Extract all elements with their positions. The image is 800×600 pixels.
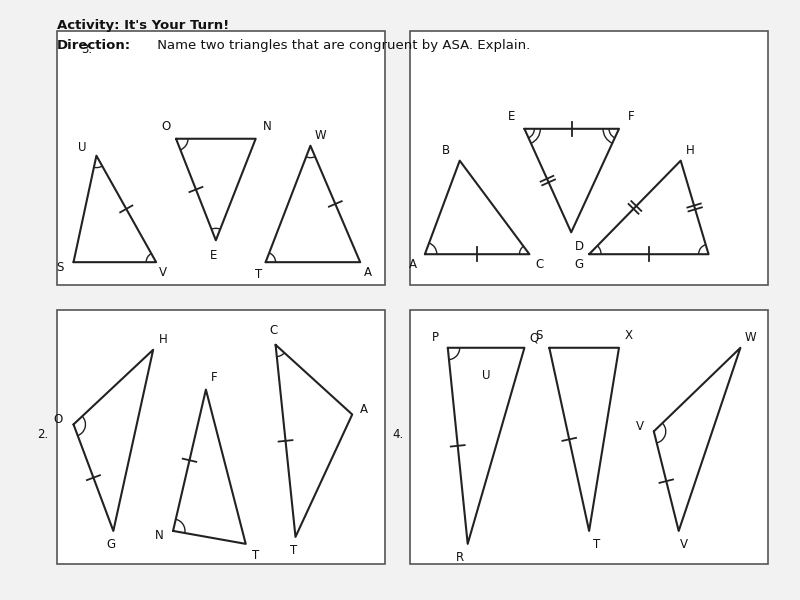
- Text: S: S: [56, 260, 63, 274]
- Text: T: T: [252, 550, 259, 562]
- Text: C: C: [270, 325, 278, 337]
- Text: A: A: [409, 257, 417, 271]
- Text: N: N: [154, 529, 163, 542]
- Text: U: U: [78, 141, 86, 154]
- Text: A: A: [360, 403, 368, 416]
- Text: O: O: [162, 121, 170, 133]
- FancyBboxPatch shape: [57, 31, 385, 285]
- Text: Q: Q: [530, 331, 539, 344]
- Text: E: E: [508, 110, 515, 124]
- Text: G: G: [574, 257, 584, 271]
- Text: U: U: [482, 369, 490, 382]
- Text: C: C: [535, 257, 543, 271]
- Text: W: W: [314, 129, 326, 142]
- Text: T: T: [290, 544, 297, 557]
- Text: F: F: [210, 371, 217, 384]
- Text: S: S: [536, 329, 543, 343]
- Text: O: O: [53, 413, 62, 426]
- Text: P: P: [432, 331, 439, 344]
- Text: V: V: [636, 420, 644, 433]
- Text: R: R: [456, 551, 464, 565]
- Text: V: V: [680, 538, 688, 551]
- Text: H: H: [686, 144, 695, 157]
- Text: Activity: It's Your Turn!: Activity: It's Your Turn!: [57, 19, 229, 32]
- Text: B: B: [442, 144, 450, 157]
- FancyBboxPatch shape: [57, 310, 385, 564]
- Text: F: F: [628, 110, 634, 124]
- Text: N: N: [263, 121, 272, 133]
- Text: H: H: [158, 334, 167, 346]
- Text: W: W: [745, 331, 756, 344]
- Text: A: A: [364, 266, 372, 278]
- Text: T: T: [255, 268, 262, 281]
- Text: 4.: 4.: [392, 428, 403, 441]
- FancyBboxPatch shape: [410, 310, 768, 564]
- Text: V: V: [159, 266, 167, 278]
- Text: Name two triangles that are congruent by ASA. Explain.: Name two triangles that are congruent by…: [153, 39, 530, 52]
- FancyBboxPatch shape: [410, 31, 768, 285]
- Text: Direction:: Direction:: [57, 39, 130, 52]
- Text: 2.: 2.: [37, 428, 48, 441]
- Text: T: T: [594, 538, 601, 551]
- Text: D: D: [574, 240, 584, 253]
- Text: X: X: [625, 329, 633, 343]
- Text: G: G: [106, 538, 116, 551]
- Text: E: E: [210, 249, 218, 262]
- Text: 3.: 3.: [82, 43, 93, 56]
